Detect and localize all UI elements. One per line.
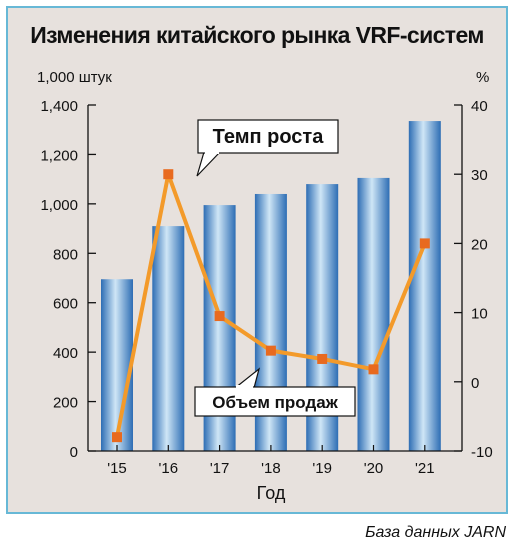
right-axis-unit: % — [476, 69, 489, 86]
growth-callout-mask — [205, 151, 219, 154]
x-tick-label: '15 — [107, 460, 127, 477]
x-tick-label: '16 — [159, 460, 179, 477]
sales-callout-box — [194, 386, 356, 417]
bar-1 — [152, 226, 185, 451]
left-tick-label: 600 — [53, 296, 78, 313]
sales-callout-label: Объем продаж — [212, 393, 338, 412]
right-tick-label: 10 — [471, 306, 488, 323]
left-tick-label: 0 — [70, 444, 78, 461]
growth-point-2 — [214, 311, 225, 322]
right-tick-label: -10 — [471, 444, 493, 461]
growth-point-4 — [317, 353, 328, 364]
growth-point-0 — [112, 432, 122, 443]
right-tick-label: 40 — [471, 98, 488, 115]
growth-point-5 — [368, 364, 379, 375]
x-ticks-group: '15 '16 '17 '18 '19 '20 '21 — [107, 445, 435, 477]
left-tick-label: 200 — [53, 395, 78, 412]
growth-point-1 — [163, 169, 174, 180]
right-ticks-group: -10 0 10 20 30 40 — [454, 98, 493, 461]
axes-group — [87, 105, 463, 452]
right-tick-label: 0 — [471, 375, 479, 392]
x-tick-label: '18 — [261, 460, 281, 477]
left-tick-label: 1,400 — [40, 98, 78, 115]
right-tick-label: 30 — [471, 167, 488, 184]
growth-point-6 — [419, 238, 430, 249]
growth-point-3 — [265, 345, 276, 356]
sales-callout-mask — [236, 385, 253, 388]
x-tick-label: '17 — [210, 460, 230, 477]
right-tick-label: 20 — [471, 236, 488, 253]
x-axis-label: Год — [257, 483, 286, 503]
source-note: База данных JARN — [365, 524, 506, 541]
bar-0 — [101, 279, 133, 451]
growth-callout-label: Темп роста — [213, 126, 325, 148]
x-tick-label: '20 — [364, 460, 384, 477]
growth-line-group — [112, 169, 430, 443]
chart-title: Изменения китайского рынка VRF-систем — [30, 22, 484, 48]
left-tick-label: 400 — [53, 345, 78, 362]
growth-callout-pointer — [196, 151, 222, 177]
x-tick-label: '21 — [415, 460, 435, 477]
left-tick-label: 1,200 — [40, 147, 78, 164]
bar-6 — [408, 121, 441, 452]
left-ticks-group: 0 200 400 600 800 1,000 1,200 1,400 — [40, 98, 96, 461]
bar-5 — [357, 177, 390, 451]
left-axis-unit: 1,000 штук — [37, 69, 112, 86]
x-tick-label: '19 — [312, 460, 332, 477]
left-tick-label: 800 — [53, 246, 78, 263]
left-tick-label: 1,000 — [40, 197, 78, 214]
growth-callout-box — [197, 119, 339, 154]
bars-group — [101, 121, 441, 452]
